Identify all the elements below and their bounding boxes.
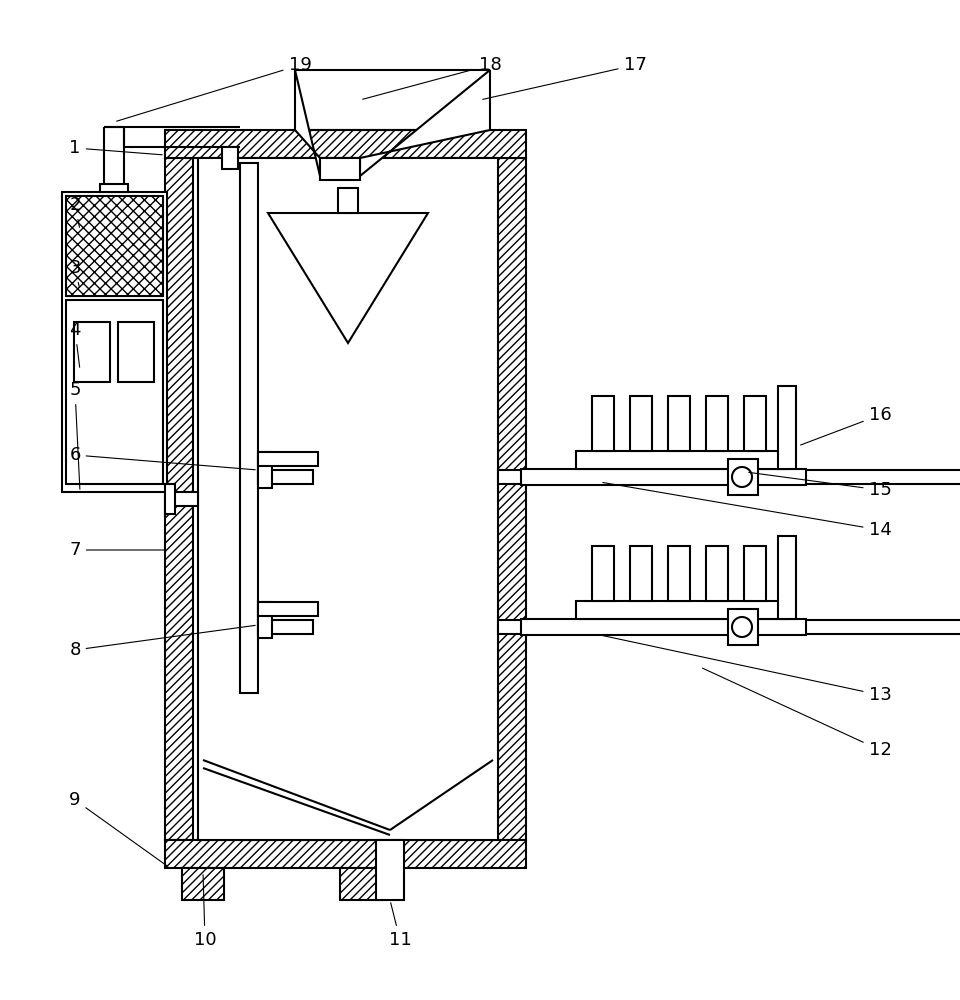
- Text: 6: 6: [69, 446, 255, 470]
- Bar: [592, 546, 614, 601]
- Text: 12: 12: [703, 668, 892, 759]
- Text: 17: 17: [483, 56, 646, 99]
- Bar: [576, 451, 786, 469]
- Bar: [165, 130, 526, 158]
- Bar: [258, 470, 313, 484]
- Bar: [706, 546, 728, 601]
- Text: 8: 8: [69, 625, 255, 659]
- Text: 15: 15: [749, 472, 892, 499]
- Text: 5: 5: [69, 381, 81, 489]
- Text: 19: 19: [117, 56, 311, 121]
- Text: 18: 18: [363, 56, 501, 99]
- Text: 10: 10: [194, 875, 216, 949]
- Text: 16: 16: [801, 406, 892, 445]
- Bar: [258, 602, 272, 638]
- Text: 13: 13: [603, 636, 892, 704]
- Text: 3: 3: [69, 259, 81, 287]
- Bar: [66, 300, 163, 484]
- Bar: [320, 158, 360, 180]
- Bar: [66, 196, 163, 296]
- Bar: [706, 396, 728, 451]
- Bar: [182, 868, 224, 900]
- Bar: [521, 469, 806, 485]
- Bar: [592, 396, 614, 451]
- Text: 9: 9: [69, 791, 168, 866]
- Bar: [338, 188, 358, 213]
- Bar: [222, 147, 238, 169]
- Text: 7: 7: [69, 541, 165, 559]
- Polygon shape: [268, 213, 428, 343]
- Bar: [778, 386, 796, 469]
- Bar: [258, 602, 318, 616]
- Bar: [498, 158, 526, 840]
- Bar: [100, 184, 128, 192]
- Bar: [498, 620, 960, 634]
- Circle shape: [732, 617, 752, 637]
- Text: 4: 4: [69, 321, 81, 367]
- Bar: [728, 459, 758, 495]
- Bar: [165, 158, 193, 840]
- Bar: [165, 484, 175, 514]
- Text: 11: 11: [389, 903, 412, 949]
- Bar: [630, 396, 652, 451]
- Bar: [167, 492, 198, 506]
- Bar: [668, 546, 690, 601]
- Bar: [744, 546, 766, 601]
- Bar: [630, 546, 652, 601]
- Polygon shape: [360, 70, 490, 176]
- Polygon shape: [295, 70, 320, 176]
- Bar: [258, 620, 313, 634]
- Circle shape: [732, 467, 752, 487]
- Bar: [498, 470, 960, 484]
- Bar: [74, 322, 110, 382]
- Bar: [258, 452, 318, 466]
- Bar: [744, 396, 766, 451]
- Bar: [521, 619, 806, 635]
- Bar: [376, 840, 404, 900]
- Text: 2: 2: [69, 196, 81, 227]
- Bar: [340, 868, 382, 900]
- Bar: [576, 601, 786, 619]
- Bar: [118, 322, 154, 382]
- Bar: [240, 163, 258, 693]
- Bar: [198, 158, 498, 840]
- Bar: [62, 192, 167, 492]
- Bar: [258, 452, 272, 488]
- Bar: [778, 536, 796, 619]
- Bar: [668, 396, 690, 451]
- Bar: [165, 840, 526, 868]
- Text: 1: 1: [69, 139, 162, 157]
- Bar: [728, 609, 758, 645]
- Text: 14: 14: [603, 482, 892, 539]
